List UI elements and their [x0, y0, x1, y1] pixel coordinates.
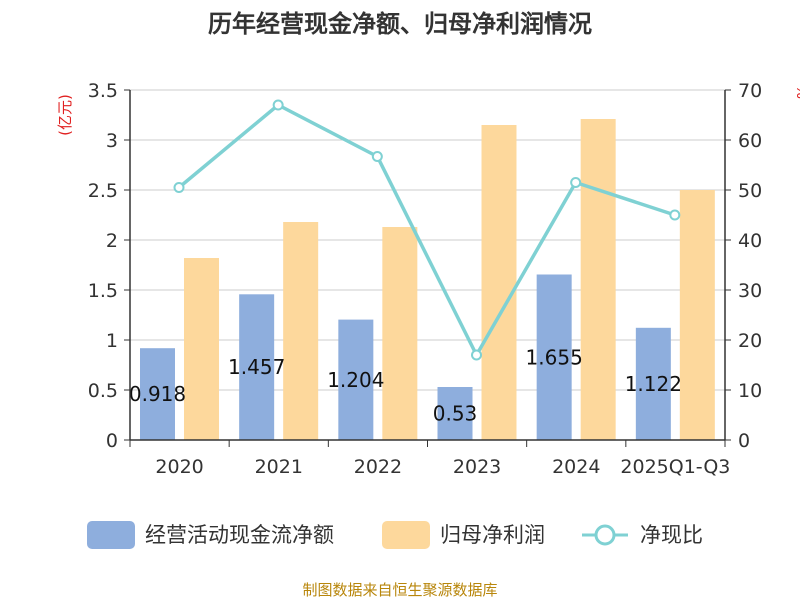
left-tick-label: 2	[106, 230, 118, 252]
bar-profit	[679, 190, 715, 440]
bar-cashflow-label: 1.204	[327, 368, 384, 392]
bar-cashflow-label: 0.53	[433, 402, 478, 426]
bar-cashflow-label: 1.122	[625, 372, 682, 396]
bar-cashflow	[140, 348, 175, 440]
bar-cashflow	[338, 319, 374, 440]
legend-label-ratio: 净现比	[640, 523, 703, 547]
left-tick-label: 3.5	[88, 80, 118, 102]
left-tick-label: 0.5	[88, 380, 118, 402]
ratio-line	[173, 99, 681, 361]
bars	[140, 119, 715, 440]
bar-cashflow-label: 1.457	[228, 355, 285, 379]
legend-item-ratio[interactable]: 净现比	[582, 523, 703, 547]
right-tick-label: 10	[738, 380, 762, 402]
right-tick-label: 70	[738, 80, 762, 102]
ratio-point	[173, 182, 185, 193]
left-tick-label: 3	[106, 130, 118, 152]
x-tick-label: 2025Q1-Q3	[620, 456, 730, 478]
x-tick-label: 2021	[255, 456, 303, 478]
legend-label-cashflow: 经营活动现金流净额	[145, 523, 334, 547]
left-tick-label: 1.5	[88, 280, 118, 302]
legend-swatch-profit	[382, 521, 430, 549]
bar-cashflow	[437, 387, 473, 440]
bar-profit	[481, 125, 517, 440]
ratio-point	[371, 151, 383, 162]
right-axis-unit: %	[793, 85, 800, 99]
bar-labels: 0.918 1.457 1.204 0.53 1.655 1.122	[129, 345, 682, 425]
bar-cashflow	[239, 294, 275, 440]
right-tick-label: 20	[738, 330, 762, 352]
left-tick-label: 0	[106, 430, 118, 452]
ratio-point	[570, 177, 582, 188]
x-tick-label: 2022	[354, 456, 402, 478]
source-note: 制图数据来自恒生聚源数据库	[302, 581, 497, 599]
ratio-point	[669, 209, 681, 221]
bar-cashflow	[635, 327, 671, 440]
x-axis-ticks: 2020 2021 2022 2023 2024 2025Q1-Q3	[129, 440, 730, 478]
chart-title: 历年经营现金净额、归母净利润情况	[208, 10, 592, 38]
x-tick-label: 2023	[453, 456, 501, 478]
legend: 经营活动现金流净额 归母净利润 净现比	[87, 521, 703, 549]
bar-profit	[382, 227, 418, 440]
right-tick-label: 50	[738, 180, 762, 202]
x-tick-label: 2020	[155, 456, 203, 478]
ratio-line-path	[177, 103, 676, 357]
right-tick-label: 30	[738, 280, 762, 302]
legend-label-profit: 归母净利润	[440, 523, 545, 547]
right-tick-label: 60	[738, 130, 762, 152]
x-tick-label: 2024	[552, 456, 600, 478]
legend-marker-ratio	[594, 524, 616, 546]
right-tick-label: 0	[738, 430, 750, 452]
left-axis-unit: (亿元)	[56, 94, 74, 136]
ratio-point	[471, 349, 482, 361]
bar-profit	[283, 222, 319, 440]
ratio-point	[272, 99, 284, 111]
right-tick-label: 40	[738, 230, 762, 252]
bar-profit	[580, 119, 616, 440]
left-tick-label: 2.5	[88, 180, 118, 202]
bar-profit	[184, 258, 219, 440]
left-axis-ticks: 0 0.5 1 1.5 2 2.5 3 3.5	[88, 80, 130, 452]
bar-cashflow	[536, 274, 572, 440]
left-tick-label: 1	[106, 330, 118, 352]
legend-item-profit[interactable]: 归母净利润	[382, 521, 545, 549]
bar-cashflow-label: 0.918	[129, 382, 186, 406]
legend-item-cashflow[interactable]: 经营活动现金流净额	[87, 521, 334, 549]
right-axis-ticks: 0 10 20 30 40 50 60 70	[725, 80, 762, 452]
legend-swatch-cashflow	[87, 521, 135, 549]
bar-cashflow-label: 1.655	[526, 345, 583, 369]
gridlines	[130, 89, 725, 391]
